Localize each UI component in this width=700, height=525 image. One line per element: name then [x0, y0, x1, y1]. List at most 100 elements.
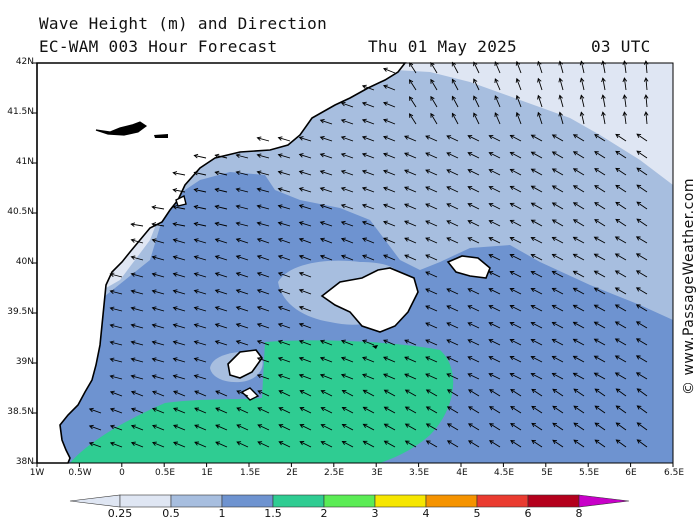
wave-arrow	[194, 441, 207, 448]
wave-arrow	[643, 111, 649, 125]
wave-arrow	[172, 374, 186, 380]
wave-arrow	[214, 272, 228, 278]
wave-arrow	[109, 424, 123, 431]
wave-arrow	[488, 288, 501, 295]
wave-arrow	[340, 135, 354, 142]
wave-arrow	[319, 373, 333, 380]
wave-arrow	[594, 134, 606, 142]
wave-arrow	[152, 407, 165, 414]
wave-arrow	[551, 219, 564, 227]
wave-arrow	[515, 94, 522, 108]
wave-arrow	[509, 254, 522, 261]
lon-label: 6.5E	[664, 468, 684, 478]
wave-arrow	[467, 186, 480, 193]
wave-arrow	[340, 339, 354, 346]
lon-label: 2.5E	[324, 468, 344, 478]
wave-arrow	[277, 170, 291, 176]
wave-arrow	[383, 203, 396, 210]
wave-arrow	[488, 134, 501, 142]
wave-arrow	[340, 373, 354, 380]
wave-arrow	[193, 289, 207, 295]
wave-arrow	[193, 357, 207, 363]
colorbar-swatch	[272, 494, 325, 508]
wave-arrow	[635, 236, 648, 244]
wave-arrow	[256, 356, 270, 363]
wave-arrow	[594, 185, 606, 193]
wave-arrow	[277, 305, 291, 312]
wave-arrow	[404, 356, 417, 363]
wave-arrow	[551, 202, 564, 210]
wave-arrow	[510, 388, 522, 397]
lon-label: 4.5E	[494, 468, 514, 478]
wave-arrow	[152, 424, 165, 431]
wave-arrow	[256, 170, 270, 176]
lat-label: 39.5N	[7, 307, 34, 317]
wave-arrow	[130, 390, 144, 397]
wave-arrow	[404, 237, 417, 244]
wave-arrow	[130, 374, 144, 380]
wave-arrow	[340, 356, 354, 363]
wave-arrow	[446, 186, 459, 193]
wave-arrow	[622, 77, 628, 91]
wave-arrow	[130, 222, 144, 227]
wave-arrow	[256, 305, 270, 312]
wave-arrow	[256, 271, 270, 278]
wave-arrow	[530, 134, 543, 142]
wave-arrow	[298, 170, 312, 176]
wave-arrow	[404, 440, 417, 448]
wave-arrow	[509, 271, 522, 278]
wave-arrow	[235, 272, 249, 278]
wave-arrow	[451, 78, 459, 91]
lat-label: 38N	[15, 457, 34, 467]
wave-arrow	[383, 440, 396, 448]
wave-arrow	[214, 153, 228, 159]
wave-arrow	[383, 186, 396, 193]
wave-arrow	[320, 389, 333, 397]
wave-arrow	[425, 237, 438, 244]
wave-arrow	[319, 339, 333, 346]
wave-arrow	[172, 188, 186, 193]
wave-arrow	[298, 187, 312, 193]
wave-arrow	[383, 118, 396, 125]
wave-arrow	[579, 77, 585, 91]
wave-arrow	[488, 423, 501, 431]
lon-label: 3E	[371, 468, 383, 478]
wave-arrow	[635, 372, 648, 380]
wave-arrow	[467, 135, 480, 142]
wave-arrow	[214, 289, 228, 295]
lat-label: 38.5N	[7, 407, 34, 417]
wave-arrow	[256, 373, 270, 380]
wave-arrow	[615, 184, 627, 193]
wave-arrow	[277, 153, 291, 159]
wave-arrow	[615, 150, 627, 159]
island-majorca	[320, 267, 419, 333]
wave-arrow	[362, 440, 375, 448]
wave-arrow	[468, 440, 480, 448]
wave-arrow	[551, 236, 564, 244]
wave-arrow	[383, 389, 396, 397]
wave-arrow	[510, 422, 522, 431]
wave-arrow	[488, 219, 501, 227]
wave-arrow	[193, 340, 207, 346]
wave-arrow	[298, 339, 312, 346]
colorbar-label: 2	[320, 507, 328, 520]
wave-arrow	[193, 255, 207, 261]
wave-arrow	[594, 388, 606, 397]
wave-arrow	[537, 77, 543, 91]
wave-arrow	[573, 422, 585, 431]
wave-arrow	[643, 77, 649, 91]
wave-arrow	[425, 169, 438, 176]
wave-arrow	[572, 253, 585, 261]
wave-arrow	[130, 340, 144, 346]
wave-arrow	[467, 220, 480, 227]
wave-arrow	[109, 289, 123, 295]
wave-arrow	[193, 221, 207, 227]
wave-band-0.25-0.5m	[395, 63, 673, 185]
wave-arrow	[593, 253, 606, 261]
wave-arrow	[298, 254, 312, 261]
wave-arrow	[235, 255, 249, 261]
wave-arrow	[579, 111, 585, 125]
wave-arrow	[635, 253, 648, 261]
wave-arrow	[593, 372, 606, 380]
land-iberia	[36, 62, 407, 464]
